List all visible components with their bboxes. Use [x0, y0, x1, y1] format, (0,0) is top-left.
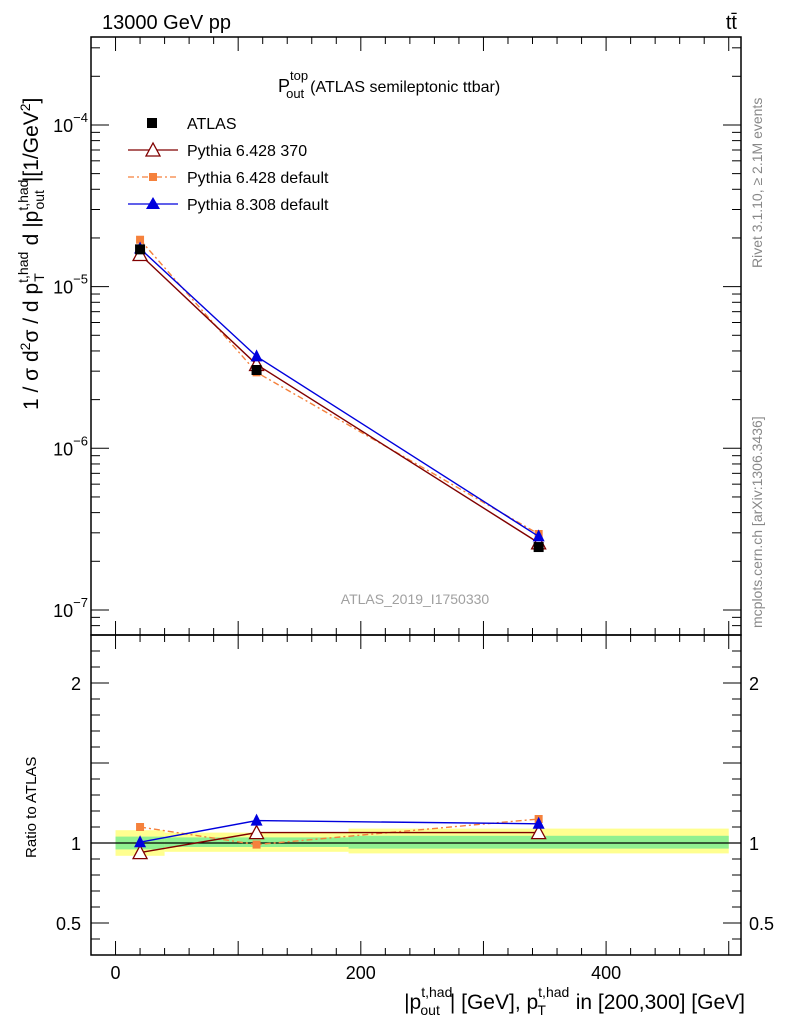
legend-label-py8-default: Pythia 8.308 default — [187, 197, 329, 214]
y-axis-label-main: 1 / σ d2σ / d pt,hadT d |pt,hadout|[1/Ge… — [15, 98, 47, 410]
y-axis-label-ratio: Ratio to ATLAS — [23, 757, 40, 858]
main-point-series-0-0 — [135, 244, 146, 255]
x-axis-label: |pt,had out | [GeV], pt,had T in [200,300] … — [404, 984, 745, 1018]
ratio-series — [131, 813, 547, 860]
y-tick-label-main: 10−7 — [53, 595, 88, 621]
ratio-point-series-1-0 — [136, 823, 145, 831]
ratio-point-series-0-0 — [131, 844, 149, 860]
x-tick-label: 200 — [346, 963, 376, 983]
ratio-plot-frame — [90, 634, 742, 956]
legend: ATLAS Pythia 6.428 370 Pythia 6.428 defa… — [128, 116, 329, 214]
y-tick-label-main: 10−5 — [53, 272, 88, 298]
x-tick-label: 400 — [591, 963, 621, 983]
main-point-series-3-1 — [250, 349, 263, 362]
legend-marker-py8-default — [146, 197, 160, 209]
ratio-point-series-2-1 — [250, 813, 263, 826]
legend-label-py6-default: Pythia 6.428 default — [187, 170, 329, 187]
ratio-point-series-0-1 — [248, 824, 265, 840]
main-point-series-2-0 — [136, 235, 145, 244]
y-tick-label-ratio: 1 — [71, 834, 81, 854]
ratio-band-inner-2 — [348, 835, 729, 849]
plot-title: Ptop out (ATLAS semileptonic ttbar) — [278, 68, 500, 101]
main-series — [131, 235, 547, 553]
main-point-series-0-2 — [533, 542, 544, 553]
legend-marker-py6-370 — [144, 141, 162, 157]
legend-label-py6-370: Pythia 6.428 370 — [187, 143, 307, 160]
analysis-label: ATLAS_2019_I1750330 — [341, 591, 490, 607]
ratio-point-series-0-2 — [530, 824, 547, 840]
main-line-series-1 — [139, 253, 540, 544]
y-tick-label-main: 10−6 — [53, 433, 88, 459]
legend-label-atlas: ATLAS — [187, 116, 237, 133]
mcplots-label: mcplots.cern.ch [arXiv:1306.3436] — [749, 416, 765, 628]
ratio-point-series-2-2 — [532, 816, 545, 829]
y-tick-label-ratio-right: 1 — [749, 834, 759, 854]
y-tick-label-ratio: 0.5 — [56, 914, 81, 934]
ratio-point-series-1-1 — [252, 840, 261, 849]
y-tick-label-main: 10−4 — [53, 110, 88, 136]
header-energy-label: 13000 GeV pp — [102, 12, 231, 34]
x-tick-label: 0 — [111, 963, 121, 983]
main-line-series-2 — [139, 239, 539, 535]
main-line-series-3 — [139, 248, 540, 538]
header-process-label: tt̄ — [726, 12, 738, 34]
y-tick-label-ratio-right: 2 — [749, 674, 759, 694]
y-tick-label-ratio-right: 0.5 — [749, 914, 774, 934]
main-point-series-0-1 — [251, 364, 262, 375]
legend-marker-py6-default — [149, 173, 157, 181]
rivet-version-label: Rivet 3.1.10, ≥ 2.1M events — [749, 98, 765, 268]
axes: 0 200 400 10−7 10−6 10−5 10−4 0.5 0.5 1 1 2 2 — [53, 36, 774, 983]
main-point-series-3-2 — [532, 529, 545, 542]
y-tick-label-ratio: 2 — [71, 674, 81, 694]
legend-marker-atlas — [147, 118, 157, 128]
ratio-point-series-2-0 — [134, 835, 147, 848]
